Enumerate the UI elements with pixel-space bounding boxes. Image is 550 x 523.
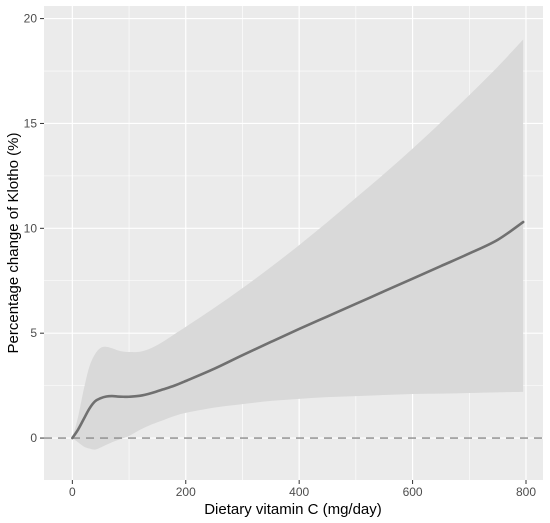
y-tick-label: 20 xyxy=(24,12,38,26)
y-tick-label: 15 xyxy=(24,116,38,130)
x-axis-title: Dietary vitamin C (mg/day) xyxy=(204,501,382,518)
y-tick-label: 10 xyxy=(24,221,38,235)
x-tick-label: 800 xyxy=(516,485,536,499)
x-tick-label: 400 xyxy=(289,485,309,499)
y-axis-title: Percentage change of Klotho (%) xyxy=(5,133,22,354)
x-tick-label: 600 xyxy=(403,485,423,499)
confidence-band xyxy=(72,39,524,450)
y-axis: 0 5 10 15 20 xyxy=(24,12,44,445)
fitted-curve xyxy=(71,220,525,440)
x-tick-label: 0 xyxy=(69,485,76,499)
y-tick-label: 5 xyxy=(30,326,37,340)
x-tick-label: 200 xyxy=(176,485,196,499)
y-tick-label: 0 xyxy=(30,431,37,445)
x-axis: 0 200 400 600 800 xyxy=(69,480,536,499)
